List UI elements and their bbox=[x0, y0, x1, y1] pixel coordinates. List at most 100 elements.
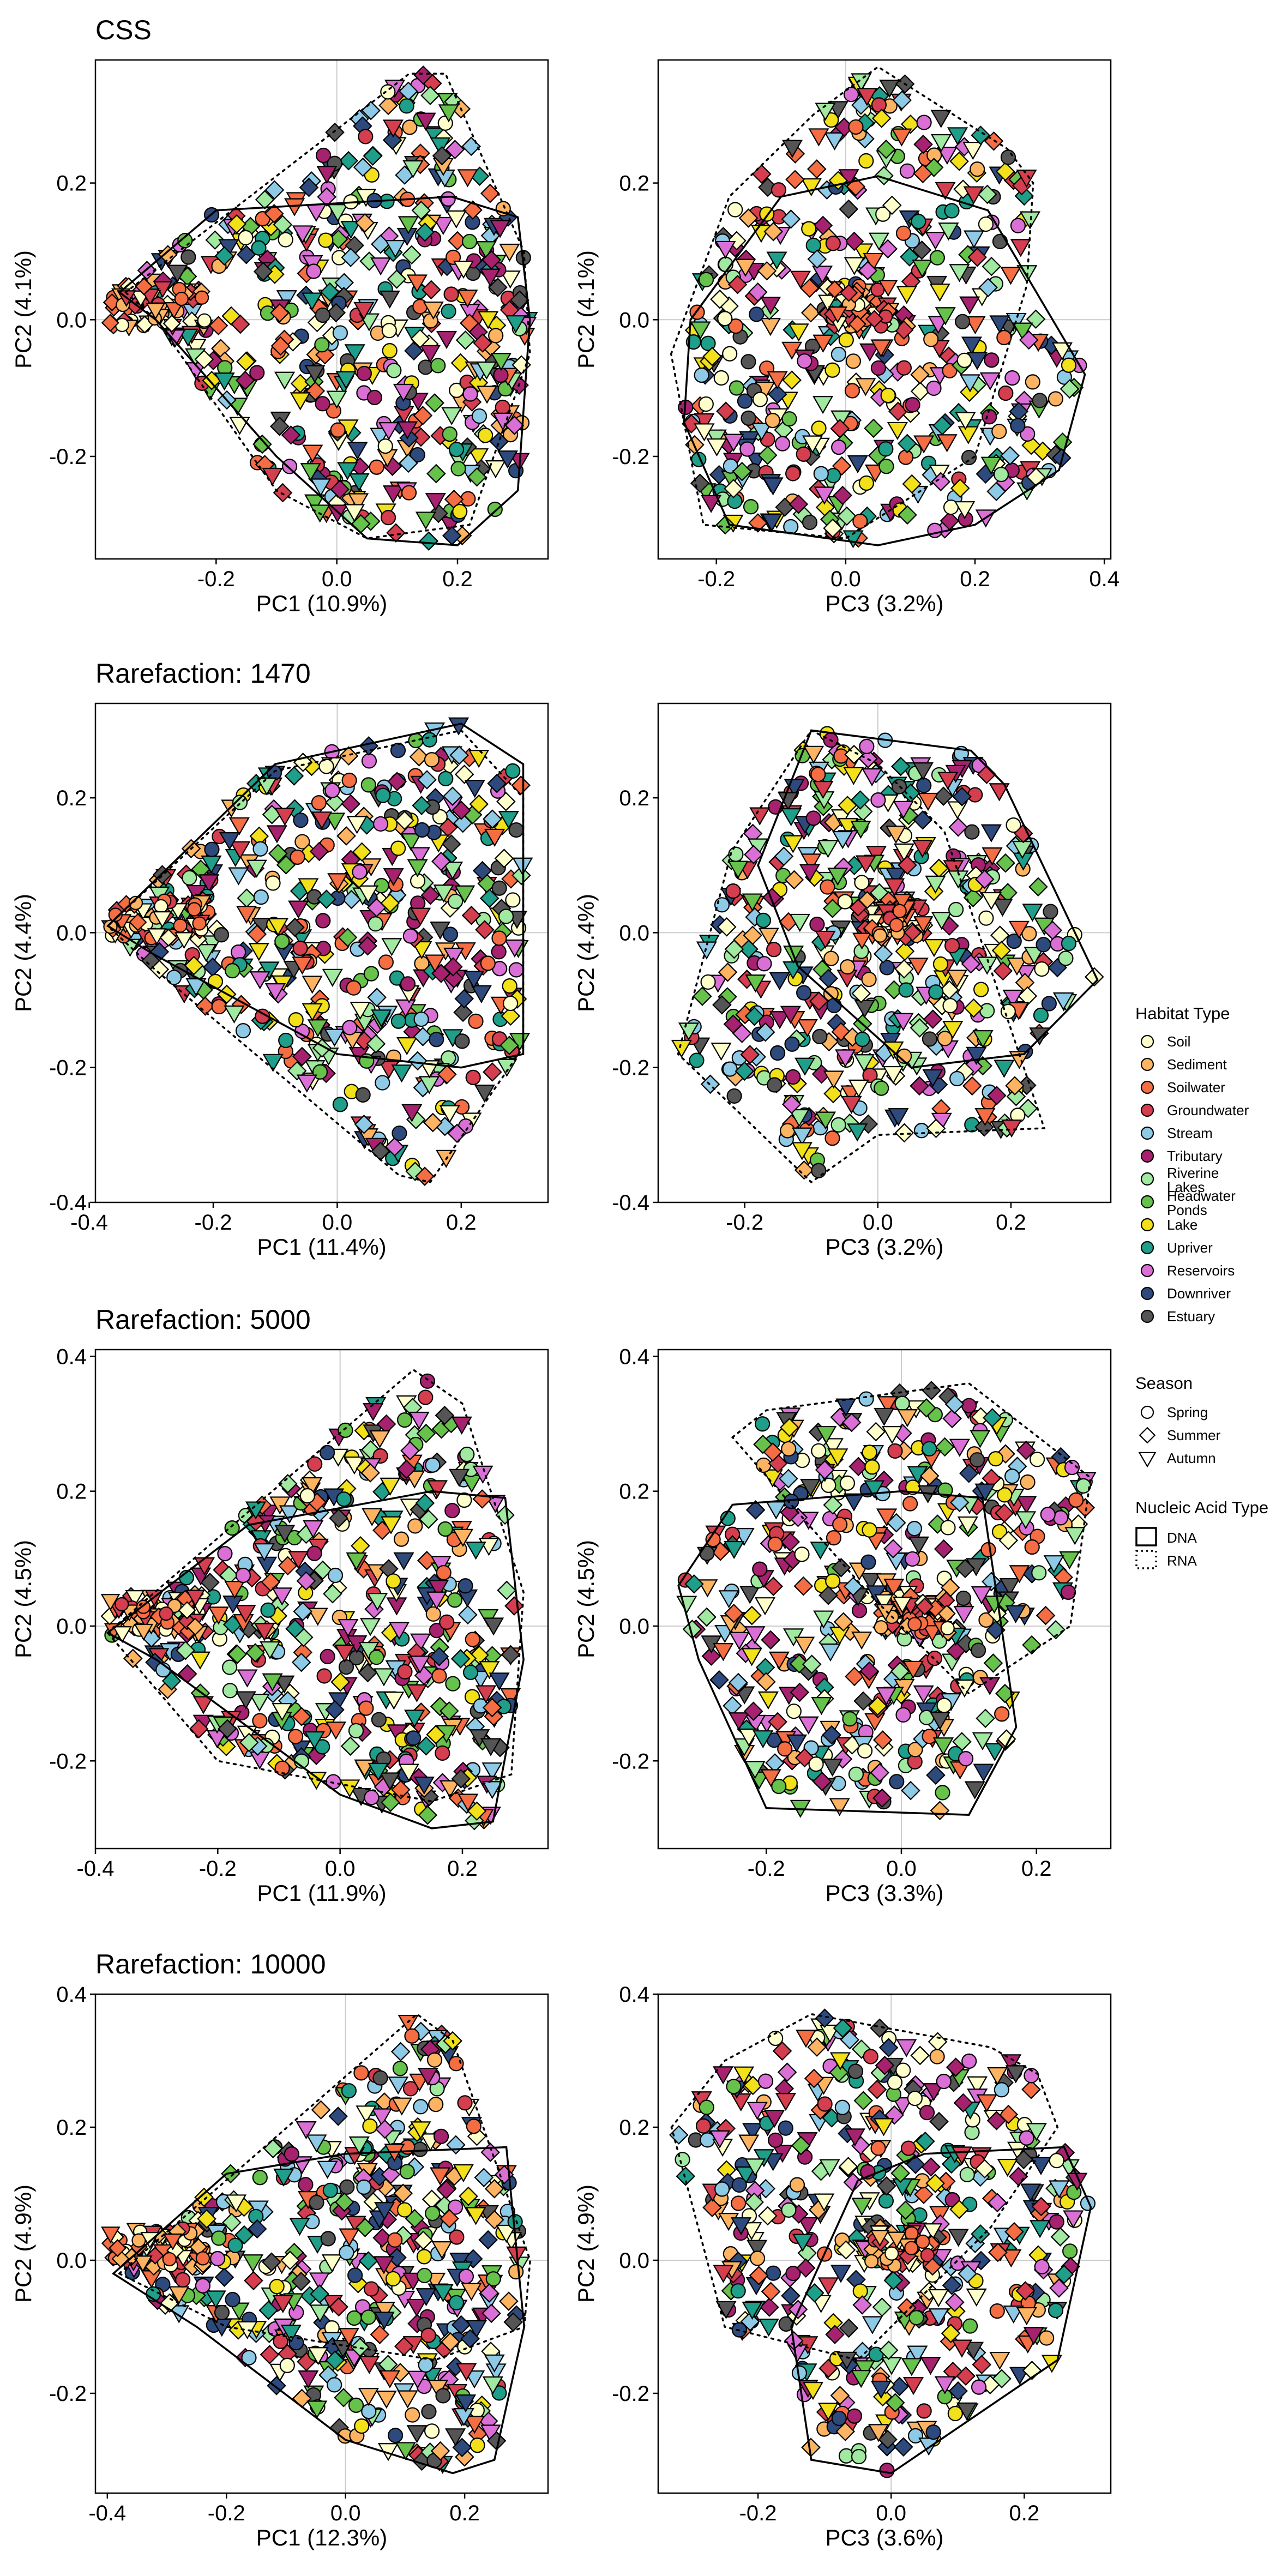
data-point bbox=[825, 2325, 845, 2344]
y-tick-label: 0.0 bbox=[56, 1615, 87, 1639]
data-point bbox=[224, 1520, 240, 1536]
data-point bbox=[888, 1108, 909, 1127]
data-point bbox=[320, 1648, 335, 1664]
data-point bbox=[300, 463, 321, 482]
data-point bbox=[163, 2233, 183, 2250]
data-point bbox=[407, 859, 428, 877]
y-tick-label: 0.2 bbox=[56, 2116, 87, 2140]
data-point bbox=[932, 1737, 954, 1756]
data-point bbox=[848, 1456, 868, 1477]
data-point bbox=[448, 2295, 465, 2310]
data-point bbox=[406, 1684, 428, 1702]
data-point bbox=[760, 1769, 781, 1787]
data-point bbox=[855, 378, 876, 396]
data-point bbox=[824, 132, 845, 151]
data-point bbox=[472, 1489, 492, 1509]
data-point bbox=[472, 860, 492, 881]
data-point bbox=[1026, 2123, 1047, 2141]
data-point bbox=[1000, 267, 1021, 285]
data-point bbox=[339, 2228, 360, 2247]
data-point bbox=[815, 1111, 836, 1130]
data-point bbox=[863, 2049, 878, 2065]
data-point bbox=[836, 2240, 856, 2260]
data-point bbox=[437, 1521, 453, 1537]
data-point bbox=[758, 2318, 779, 2337]
data-point bbox=[728, 1712, 750, 1731]
data-point bbox=[699, 1545, 715, 1561]
data-point bbox=[840, 284, 858, 302]
data-point bbox=[716, 401, 736, 421]
data-point bbox=[904, 2241, 919, 2255]
data-point bbox=[483, 1617, 504, 1636]
data-point bbox=[402, 245, 422, 265]
data-point bbox=[860, 1554, 876, 1570]
data-point bbox=[371, 2108, 393, 2127]
data-point bbox=[791, 1127, 813, 1146]
data-point bbox=[952, 787, 972, 806]
data-point bbox=[993, 466, 1009, 483]
data-point bbox=[1034, 2259, 1050, 2274]
data-point bbox=[753, 2149, 774, 2168]
data-point bbox=[262, 1054, 284, 1072]
data-point bbox=[977, 956, 998, 975]
data-point bbox=[356, 2179, 372, 2195]
data-point bbox=[490, 353, 512, 371]
data-point bbox=[450, 461, 466, 477]
data-point bbox=[851, 73, 872, 92]
data-point bbox=[238, 230, 254, 245]
data-point bbox=[419, 1509, 438, 1529]
data-point bbox=[436, 2180, 456, 2200]
data-point bbox=[480, 955, 496, 971]
data-point bbox=[887, 2074, 903, 2090]
point-cloud bbox=[671, 726, 1104, 1180]
data-point bbox=[723, 458, 738, 474]
data-point bbox=[970, 1642, 986, 1658]
data-point bbox=[443, 957, 463, 977]
data-point bbox=[947, 801, 968, 820]
data-point bbox=[1024, 947, 1045, 965]
data-point bbox=[361, 2404, 377, 2419]
data-point bbox=[814, 2193, 835, 2212]
data-point bbox=[256, 1556, 278, 1575]
plot-frame bbox=[94, 1993, 549, 2494]
data-point bbox=[894, 1395, 910, 1411]
data-point bbox=[348, 1723, 364, 1738]
data-point bbox=[955, 1590, 971, 1606]
data-point bbox=[827, 868, 848, 886]
data-point bbox=[264, 180, 285, 200]
data-point bbox=[822, 1438, 844, 1456]
data-point bbox=[778, 2120, 793, 2136]
data-point bbox=[108, 2239, 127, 2258]
data-point bbox=[377, 438, 393, 454]
plot-frame bbox=[657, 702, 1112, 1203]
data-point bbox=[273, 2333, 288, 2349]
data-point bbox=[458, 2268, 474, 2284]
x-tick-label: 0.0 bbox=[863, 1211, 893, 1235]
data-point bbox=[979, 1677, 1001, 1695]
data-point bbox=[454, 989, 474, 1009]
data-point bbox=[749, 2250, 766, 2266]
data-point bbox=[380, 1477, 401, 1496]
rna-hull bbox=[670, 65, 1034, 540]
data-point bbox=[709, 2130, 731, 2148]
data-point bbox=[425, 1457, 441, 1473]
data-point bbox=[953, 2093, 973, 2113]
data-point bbox=[1046, 1620, 1066, 1640]
data-point bbox=[352, 864, 368, 880]
y-tick-label: 0.4 bbox=[619, 1345, 649, 1369]
data-point bbox=[408, 1411, 430, 1430]
data-point bbox=[195, 2251, 210, 2266]
data-point bbox=[346, 816, 368, 834]
data-point bbox=[246, 1512, 266, 1532]
data-point bbox=[883, 1539, 903, 1558]
data-point bbox=[929, 2111, 949, 2132]
data-point bbox=[326, 390, 347, 409]
data-point bbox=[809, 917, 825, 932]
data-point bbox=[370, 257, 392, 276]
legend-label-habitat: Soil bbox=[1167, 1033, 1190, 1050]
data-point bbox=[462, 233, 478, 250]
data-point bbox=[693, 986, 712, 1006]
data-point bbox=[440, 191, 456, 207]
data-point bbox=[411, 201, 431, 220]
data-point bbox=[797, 2217, 818, 2236]
